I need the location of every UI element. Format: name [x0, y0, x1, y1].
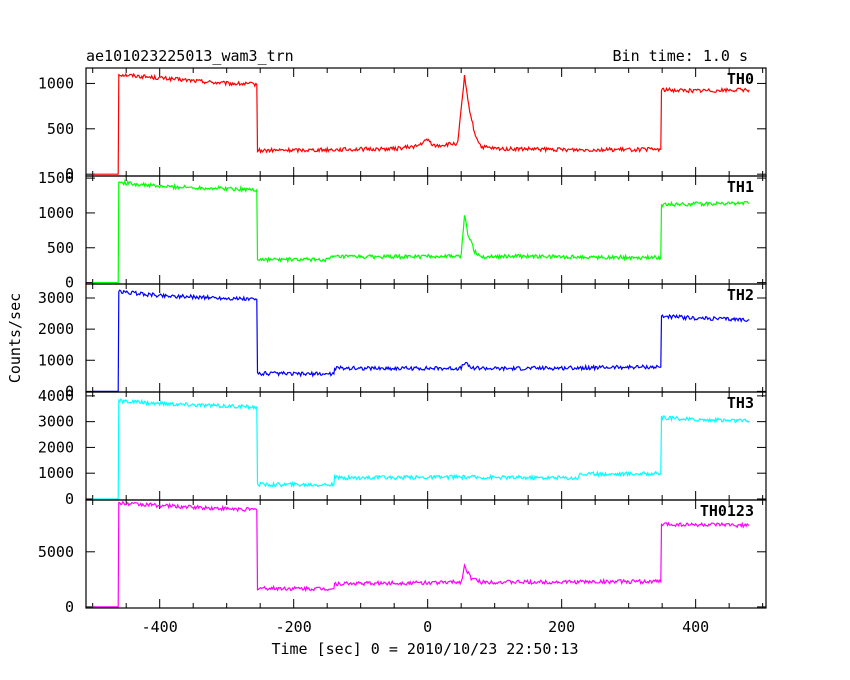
y-tick-label: 0: [65, 274, 74, 292]
series-line-th0: [92, 72, 750, 175]
y-tick-label: 0: [65, 165, 74, 183]
series-label-th0123: TH0123: [700, 502, 754, 520]
x-tick-label: 0: [423, 618, 432, 636]
y-tick-label: 5000: [38, 543, 74, 561]
series-label-th3: TH3: [727, 394, 754, 412]
series-label-th2: TH2: [727, 286, 754, 304]
x-tick-label: 400: [682, 618, 709, 636]
y-tick-label: 1500: [38, 169, 74, 187]
y-tick-label: 1000: [38, 351, 74, 369]
bin-time-label: Bin time: 1.0 s: [613, 47, 748, 65]
y-axis-label: Counts/sec: [6, 293, 24, 383]
y-tick-label: 2000: [38, 438, 74, 456]
panel-frame-th0123: [85, 499, 767, 609]
chart-title: ae101023225013_wam3_trn: [86, 47, 294, 65]
x-axis-label: Time [sec] 0 = 2010/10/23 22:50:13: [271, 640, 578, 658]
y-tick-label: 500: [47, 120, 74, 138]
panel-frame-th1: [85, 175, 767, 285]
y-tick-label: 0: [65, 490, 74, 508]
x-tick-label: -200: [276, 618, 312, 636]
panel-frame-th2: [85, 283, 767, 393]
y-tick-label: 1000: [38, 74, 74, 92]
y-tick-label: 1000: [38, 464, 74, 482]
y-tick-label: 4000: [38, 387, 74, 405]
series-line-th0123: [92, 500, 750, 608]
y-tick-label: 0: [65, 598, 74, 616]
x-tick-label: -400: [142, 618, 178, 636]
y-tick-label: 0: [65, 382, 74, 400]
series-line-th3: [92, 398, 750, 500]
y-tick-label: 3000: [38, 289, 74, 307]
series-line-th2: [92, 289, 750, 392]
y-tick-label: 2000: [38, 320, 74, 338]
y-tick-label: 1000: [38, 204, 74, 222]
panel-frame-th0: [85, 67, 767, 177]
series-label-th0: TH0: [727, 70, 754, 88]
y-tick-label: 500: [47, 239, 74, 257]
series-label-th1: TH1: [727, 178, 754, 196]
y-tick-label: 3000: [38, 413, 74, 431]
panel-frame-th3: [85, 391, 767, 501]
x-tick-label: 200: [548, 618, 575, 636]
series-line-th1: [92, 178, 750, 284]
